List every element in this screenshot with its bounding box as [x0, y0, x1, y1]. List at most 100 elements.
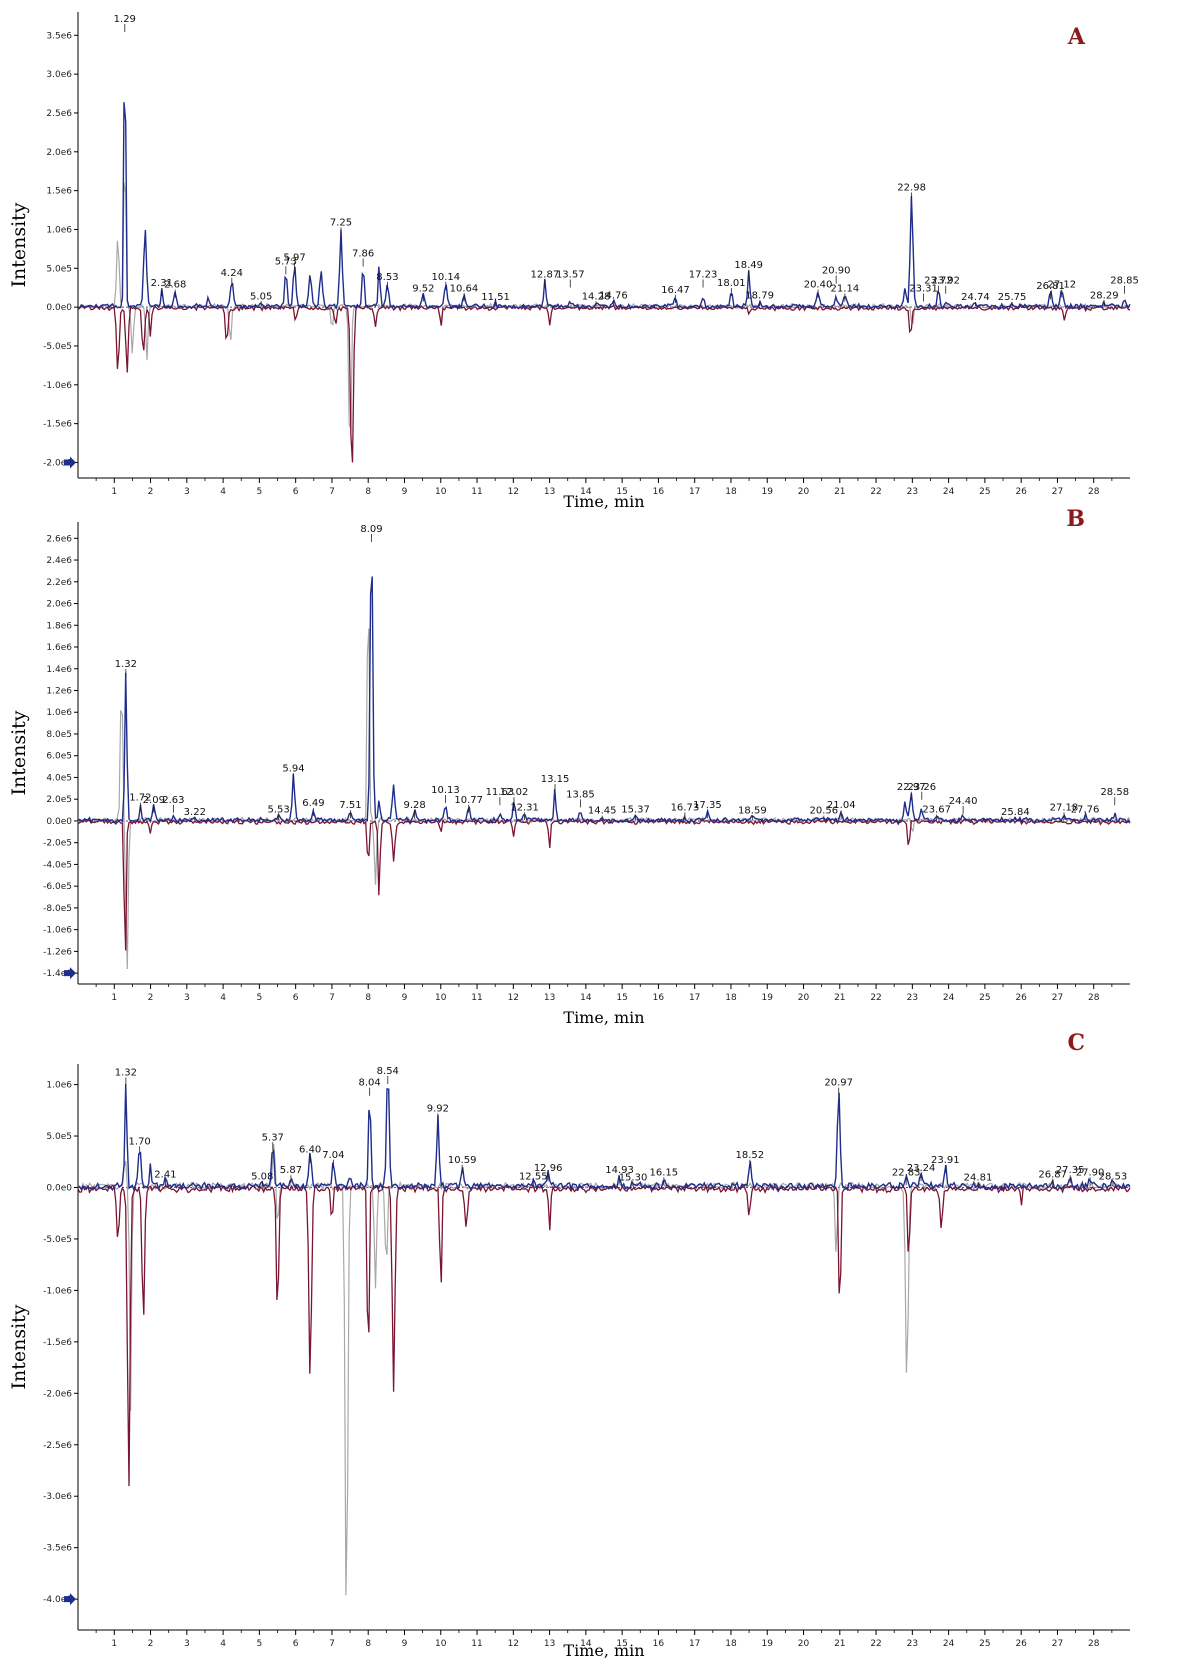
peak-label: 8.04 [359, 1078, 381, 1089]
peak-label: 25.84 [1001, 807, 1030, 818]
y-tick-label: -5.0e5 [43, 1235, 72, 1245]
arrow-right-icon [64, 1593, 76, 1606]
x-tick-label: 22 [870, 1639, 881, 1649]
x-tick-label: 5 [257, 487, 263, 497]
x-tick-label: 6 [293, 993, 299, 1003]
y-tick-label: -2.0e6 [43, 458, 72, 468]
peak-label: 21.14 [831, 283, 860, 294]
y-axis-title: Intensity [8, 1304, 30, 1389]
peak-label: 22.97 [897, 782, 926, 793]
x-tick-label: 26 [1015, 487, 1027, 497]
peak-label: 10.59 [448, 1155, 477, 1166]
peak-label: 9.52 [412, 283, 434, 294]
y-tick-label: 2.4e6 [46, 556, 72, 566]
x-tick-label: 11 [471, 487, 482, 497]
peak-label: 7.51 [339, 800, 361, 811]
peak-label: 18.59 [738, 806, 767, 817]
y-tick-label: -1.5e6 [43, 420, 72, 430]
x-tick-label: 23 [907, 487, 918, 497]
y-tick-label: -4.0e5 [43, 860, 72, 870]
x-tick-label: 6 [293, 1639, 299, 1649]
y-tick-label: -2.5e6 [43, 1441, 72, 1451]
peak-label: 12.87 [531, 270, 560, 281]
x-tick-label: 27 [1052, 993, 1063, 1003]
peak-label: 1.72 [129, 793, 151, 804]
peak-label: 23.72 [924, 276, 953, 287]
y-tick-label: 1.0e6 [46, 1081, 72, 1091]
x-tick-label: 7 [329, 993, 335, 1003]
peak-label: 10.14 [432, 272, 461, 283]
chart-panel-a: 3.5e6 3.0e6 2.5e6 2.0e6 1.5e6 1.0e6 5.0e5 0.0e0… [8, 12, 1139, 511]
x-tick-label: 11 [471, 993, 482, 1003]
peak-label: 16.73 [671, 802, 700, 813]
x-tick-label: 4 [220, 993, 226, 1003]
x-tick-label: 24 [943, 1639, 955, 1649]
peak-label: 27.90 [1076, 1167, 1105, 1178]
x-tick-label: 1 [111, 1639, 117, 1649]
y-tick-label: 1.6e6 [46, 643, 72, 653]
x-tick-label: 6 [293, 487, 299, 497]
x-axis-title: Time, min [563, 492, 644, 511]
y-tick-label: -1.0e6 [43, 926, 72, 936]
peak-label: 6.49 [302, 798, 324, 809]
x-tick-label: 25 [979, 487, 990, 497]
peak-label: 1.29 [114, 14, 136, 25]
y-tick-label: 1.4e6 [46, 665, 72, 675]
peak-label: 23.91 [931, 1155, 960, 1166]
y-tick-label: 2.0e5 [46, 795, 72, 805]
peak-label: 14.45 [588, 806, 617, 817]
positive-trace-series [78, 1084, 1131, 1192]
peak-label: 18.01 [717, 278, 746, 289]
y-tick-label: -6.0e5 [43, 882, 72, 892]
peak-label: 27.76 [1071, 805, 1100, 816]
arrow-right-icon [64, 967, 76, 980]
x-tick-label: 28 [1088, 487, 1100, 497]
x-tick-label: 25 [979, 993, 990, 1003]
x-tick-label: 23 [907, 993, 918, 1003]
peak-label: 17.23 [689, 270, 718, 281]
x-tick-label: 13 [544, 993, 555, 1003]
peak-label: 27.12 [1047, 280, 1076, 291]
peak-label: 14.28 [582, 291, 611, 302]
x-tick-label: 13 [544, 1639, 555, 1649]
negative-trace-series [77, 304, 1131, 463]
peak-label: 18.49 [734, 260, 763, 271]
peak-label: 12.96 [534, 1163, 563, 1174]
peak-label: 8.54 [377, 1066, 399, 1077]
peak-label: 7.86 [352, 249, 374, 260]
x-tick-label: 28 [1088, 1639, 1100, 1649]
x-tick-label: 23 [907, 1639, 918, 1649]
x-tick-label: 2 [148, 1639, 154, 1649]
peak-label: 23.92 [931, 276, 960, 287]
peak-label: 10.64 [450, 283, 479, 294]
peak-label: 11.51 [481, 292, 510, 303]
y-tick-label: -5.0e5 [43, 342, 72, 352]
peak-label: 27.18 [1050, 802, 1079, 813]
y-tick-label: 8.0e5 [46, 730, 72, 740]
peak-label: 5.05 [250, 291, 272, 302]
gray-trace-series [77, 1143, 1131, 1596]
x-tick-label: 18 [725, 993, 737, 1003]
peak-label: 27.35 [1056, 1165, 1085, 1176]
peak-label: 23.67 [922, 805, 951, 816]
x-tick-label: 19 [762, 993, 774, 1003]
peak-label: 24.81 [964, 1172, 993, 1183]
y-tick-label: 4.0e5 [46, 773, 72, 783]
peak-label: 17.35 [693, 800, 722, 811]
y-tick-label: 1.8e6 [46, 621, 72, 631]
peak-label: 20.56 [810, 806, 839, 817]
x-tick-label: 4 [220, 1639, 226, 1649]
arrow-right-icon [64, 456, 76, 469]
peak-label: 14.93 [605, 1165, 634, 1176]
peak-label: 5.37 [262, 1132, 284, 1143]
panel-letter: A [1067, 24, 1086, 50]
x-tick-label: 10 [435, 993, 447, 1003]
peak-label: 7.04 [322, 1150, 344, 1161]
x-tick-label: 14 [580, 993, 592, 1003]
x-tick-label: 8 [365, 487, 371, 497]
x-tick-label: 10 [435, 487, 447, 497]
panel-letter: B [1066, 506, 1085, 532]
negative-trace-series [77, 1183, 1131, 1487]
x-tick-label: 19 [762, 1639, 774, 1649]
peak-label: 5.87 [280, 1165, 302, 1176]
